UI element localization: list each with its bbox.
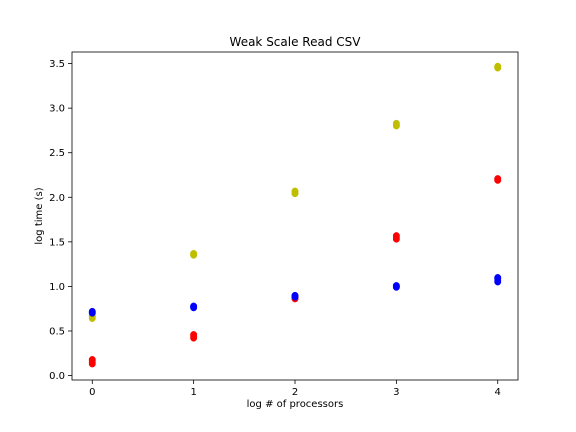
data-point: [190, 249, 198, 257]
plot-frame: [71, 51, 519, 381]
x-tick-label: 3: [393, 387, 399, 398]
y-tick-label: 2.5: [49, 148, 65, 159]
y-tick-label: 1.5: [49, 237, 65, 248]
data-point: [88, 307, 96, 315]
x-tick-label: 4: [495, 387, 501, 398]
chart-title: Weak Scale Read CSV: [230, 35, 362, 49]
y-tick-label: 0.5: [49, 326, 65, 337]
y-axis-label: log time (s): [34, 187, 45, 244]
data-points: [88, 62, 502, 368]
data-point: [190, 302, 198, 310]
y-tick-label: 3.5: [49, 59, 65, 70]
data-point: [494, 62, 502, 70]
data-point: [291, 291, 299, 299]
data-point: [494, 274, 502, 281]
x-axis-label: log # of processors: [247, 399, 344, 410]
y-tick-label: 3.0: [49, 104, 65, 115]
x-tick-label: 1: [190, 387, 196, 398]
data-point: [392, 119, 400, 127]
data-point: [190, 331, 198, 338]
data-point: [291, 187, 299, 195]
x-tick-label: 2: [292, 387, 298, 398]
data-point: [392, 232, 400, 240]
data-point: [88, 356, 96, 363]
y-tick-label: 0.0: [49, 371, 65, 382]
x-tick-label: 0: [89, 387, 95, 398]
axis-ticks: 0 1 2 3 4 0.0 0.5 1.0 1.5 2.0 2.5 3.0 3.5: [49, 59, 501, 398]
data-point: [494, 175, 502, 183]
data-point: [392, 282, 400, 289]
y-tick-label: 2.0: [49, 193, 65, 204]
y-tick-label: 1.0: [49, 282, 65, 293]
